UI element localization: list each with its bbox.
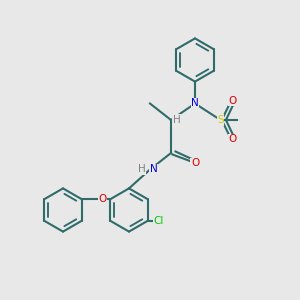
- Text: S: S: [217, 115, 224, 125]
- Text: H: H: [138, 164, 146, 175]
- Text: Cl: Cl: [154, 216, 164, 226]
- Text: N: N: [150, 164, 158, 175]
- Text: O: O: [191, 158, 199, 169]
- Text: O: O: [228, 134, 237, 145]
- Text: O: O: [228, 95, 237, 106]
- Text: H: H: [172, 115, 180, 125]
- Text: N: N: [191, 98, 199, 109]
- Text: O: O: [99, 194, 107, 204]
